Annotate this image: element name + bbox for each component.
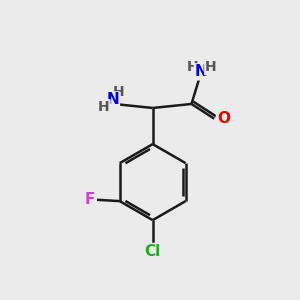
Text: H: H xyxy=(98,100,109,114)
Text: H: H xyxy=(205,60,217,74)
Text: O: O xyxy=(217,111,230,126)
Text: N: N xyxy=(195,64,208,79)
Text: H: H xyxy=(113,85,124,99)
Text: F: F xyxy=(84,192,95,207)
Text: N: N xyxy=(106,92,119,107)
Text: H: H xyxy=(187,60,198,74)
Text: Cl: Cl xyxy=(145,244,161,259)
